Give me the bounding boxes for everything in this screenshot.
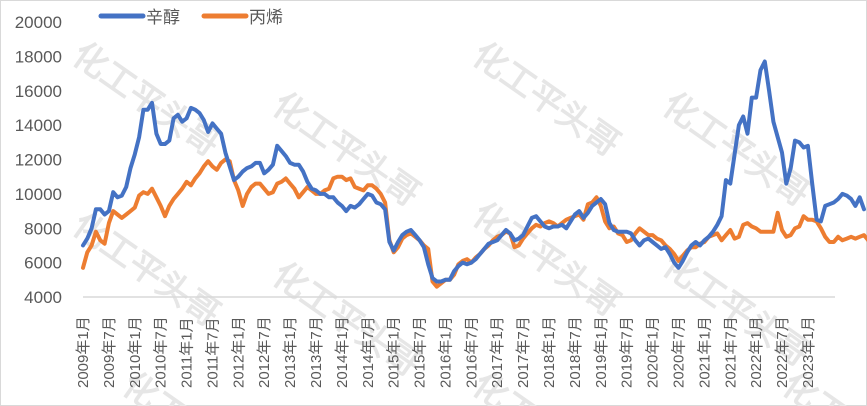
y-tick-label: 14000 [15,116,62,135]
x-tick-label: 2013年1月 [282,316,299,388]
x-tick-label: 2023年1月 [800,316,817,388]
x-tick-label: 2011年1月 [179,317,196,388]
legend-label-1: 丙烯 [249,8,283,27]
x-tick-label: 2016年1月 [437,316,454,388]
x-tick-label: 2017年7月 [515,316,532,388]
y-tick-label: 4000 [24,288,62,307]
x-tick-label: 2019年1月 [593,316,610,388]
y-tick-label: 16000 [15,82,62,101]
x-tick-label: 2016年7月 [463,316,480,388]
x-tick-label: 2020年7月 [670,316,687,388]
x-tick-label: 2009年7月 [101,316,118,388]
x-tick-label: 2020年1月 [645,316,662,388]
y-tick-label: 12000 [15,151,62,170]
x-tick-label: 2010年1月 [127,316,144,388]
x-tick-label: 2011年7月 [204,317,221,388]
series-line-辛醇 [81,59,866,284]
x-tick-label: 2013年7月 [308,316,325,388]
watermark-text: 化工平头哥 [65,35,226,164]
y-tick-label: 8000 [24,219,62,238]
x-tick-label: 2014年7月 [360,316,377,388]
x-tick-label: 2012年1月 [230,316,247,388]
x-tick-label: 2021年7月 [722,316,739,388]
x-axis: 2009年1月 2009年7月 2010年1月 2010年7月 2011年1月 2011年… [75,316,817,388]
x-tick-label: 2019年7月 [619,316,636,388]
legend-label-0: 辛醇 [146,8,180,27]
x-tick-label: 2015年7月 [412,316,429,388]
x-tick-label: 2021年1月 [696,316,713,388]
x-tick-label: 2022年1月 [748,316,765,388]
x-tick-label: 2009年1月 [75,316,92,388]
watermark-text: 化工平头哥 [465,35,626,164]
x-tick-label: 2015年1月 [386,316,403,388]
y-tick-label: 20000 [15,13,62,32]
y-tick-label: 10000 [15,185,62,204]
series-layer [81,59,867,289]
x-tick-label: 2018年7月 [567,316,584,388]
x-tick-label: 2014年1月 [334,316,351,388]
y-tick-label: 18000 [15,47,62,66]
legend: 辛醇 丙烯 [98,8,283,27]
watermark-text: 化工平头哥 [65,205,226,334]
x-tick-label: 2022年7月 [774,316,791,388]
y-tick-label: 6000 [24,254,62,273]
watermark-text: 化工平头哥 [265,85,426,214]
x-tick-label: 2012年7月 [256,316,273,388]
y-axis: 4000 6000 8000 10000 12000 14000 16000 18000 200… [15,13,62,307]
x-tick-label: 2018年1月 [541,316,558,388]
x-tick-label: 2010年7月 [153,316,170,388]
x-tick-label: 2017年1月 [489,316,506,388]
